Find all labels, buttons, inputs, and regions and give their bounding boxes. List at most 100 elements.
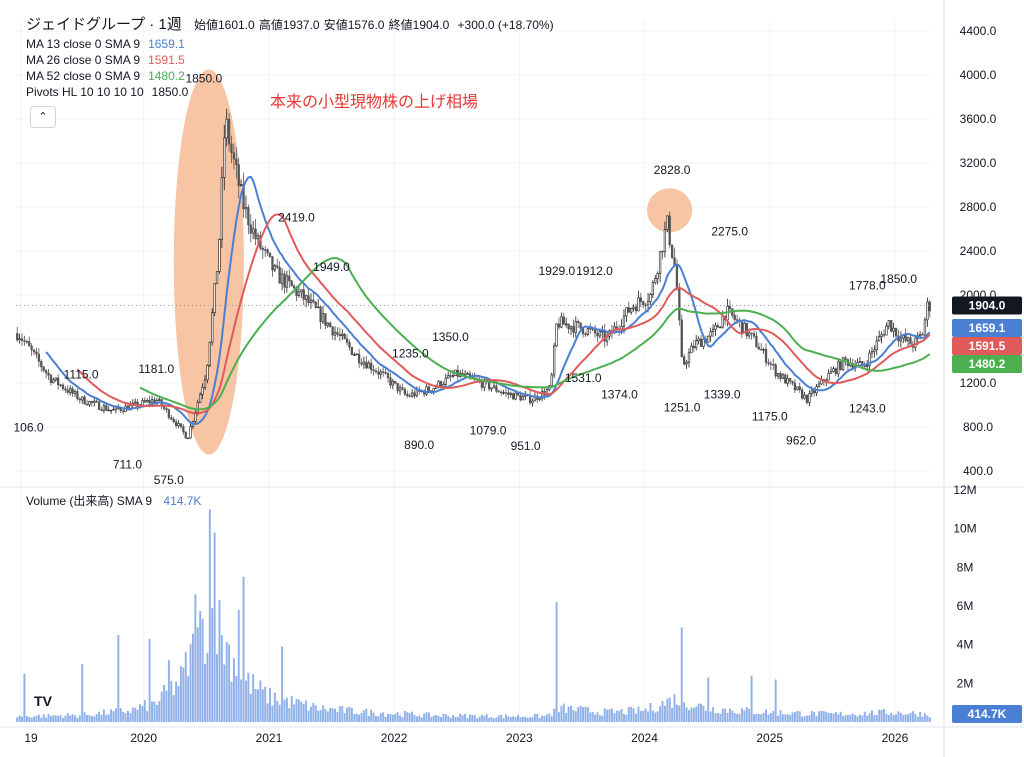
candle-body xyxy=(632,306,635,309)
candle-body xyxy=(249,224,252,234)
ma-badge-1: 1591.5 xyxy=(969,339,1006,353)
candle-body xyxy=(102,405,106,411)
volume-bar xyxy=(666,698,669,722)
volume-bar xyxy=(709,711,712,722)
volume-bar xyxy=(519,717,522,722)
collapse-legend-button[interactable]: ⌃ xyxy=(30,106,56,128)
ohlc-high-label: 高値 xyxy=(258,18,283,32)
candle-body xyxy=(521,396,524,401)
ohlc-high: 1937.0 xyxy=(282,18,320,32)
volume-bar xyxy=(673,694,676,722)
volume-bar xyxy=(370,709,373,722)
legend-pivots[interactable]: Pivots HL 10 10 10 10 1850.0 xyxy=(26,84,554,100)
legend-ma13[interactable]: MA 13 close 0 SMA 9 1659.1 xyxy=(26,36,554,52)
candle-body xyxy=(873,349,876,352)
volume-bar xyxy=(427,712,430,722)
volume-bar xyxy=(228,644,231,722)
volume-bar xyxy=(574,711,577,722)
candle-body xyxy=(30,345,33,351)
volume-bar xyxy=(692,707,695,722)
volume-legend[interactable]: Volume (出来高) SMA 9 414.7K xyxy=(26,492,201,509)
volume-bar xyxy=(579,705,582,722)
volume-bar xyxy=(490,716,493,722)
volume-bar xyxy=(105,714,108,722)
volume-bar xyxy=(33,716,36,722)
volume-bar xyxy=(683,702,686,722)
volume-bar xyxy=(514,717,517,722)
volume-bar xyxy=(387,713,389,722)
candle-body xyxy=(425,386,428,395)
candle-body xyxy=(748,332,751,337)
volume-bar xyxy=(437,715,440,722)
volume-bar xyxy=(545,714,548,722)
volume-bar xyxy=(480,714,483,722)
candle-body xyxy=(678,288,681,321)
volume-bar xyxy=(822,711,825,722)
candle-body xyxy=(213,283,216,314)
candle-body xyxy=(382,371,385,373)
candle-body xyxy=(565,323,568,326)
tradingview-logo[interactable]: TV xyxy=(28,688,58,714)
candle-body xyxy=(776,373,780,377)
volume-bar xyxy=(329,707,332,722)
volume-bar xyxy=(300,701,303,722)
legend-ma26[interactable]: MA 26 close 0 SMA 9 1591.5 xyxy=(26,52,554,68)
candle-body xyxy=(408,395,411,397)
candle-body xyxy=(509,393,512,395)
candle-body xyxy=(692,345,695,349)
candle-body xyxy=(278,266,281,284)
candle-body xyxy=(904,335,907,342)
volume-bar xyxy=(654,712,657,722)
volume-bar xyxy=(565,712,568,722)
volume-bar xyxy=(750,675,753,722)
candle-body xyxy=(398,387,402,392)
volume-bar xyxy=(90,715,93,722)
candle-body xyxy=(403,389,407,395)
candle-body xyxy=(656,273,659,279)
volume-bar xyxy=(23,673,26,722)
volume-tick-label: 2M xyxy=(957,676,974,690)
legend-ma52[interactable]: MA 52 close 0 SMA 9 1480.2 xyxy=(26,68,554,84)
volume-label: Volume (出来高) xyxy=(26,494,114,508)
volume-bar xyxy=(606,709,609,722)
volume-bar xyxy=(627,707,630,722)
volume-axis: 12M 10M 8M 6M 4M 2M xyxy=(953,483,976,690)
volume-bar xyxy=(21,716,23,722)
candle-body xyxy=(579,322,582,329)
candle-body xyxy=(683,356,686,365)
volume-bar xyxy=(702,705,705,722)
candle-body xyxy=(567,323,570,330)
ma-badge-0-bg xyxy=(952,319,1022,337)
volume-bar xyxy=(844,715,847,722)
volume-bar xyxy=(883,709,885,722)
candle-body xyxy=(887,320,890,327)
volume-bar xyxy=(285,697,288,722)
volume-bar xyxy=(615,710,618,722)
volume-bar xyxy=(302,703,305,722)
volume-bar xyxy=(305,700,308,722)
volume-bar xyxy=(644,708,647,722)
candle-body xyxy=(372,369,375,372)
candle-body xyxy=(158,399,161,401)
candle-body xyxy=(391,380,394,386)
volume-bar xyxy=(237,609,240,722)
candle-body xyxy=(466,373,469,375)
volume-bar xyxy=(760,714,763,722)
candle-body xyxy=(909,337,912,345)
candle-body xyxy=(336,331,339,335)
symbol-title[interactable]: ジェイドグループ · 1週 xyxy=(26,16,182,33)
candle-body xyxy=(348,342,351,348)
volume-bar xyxy=(155,704,158,722)
candle-body xyxy=(553,345,556,376)
candle-body xyxy=(755,335,758,348)
volume-bar xyxy=(668,697,671,722)
volume-bar xyxy=(873,715,876,722)
volume-bar xyxy=(892,715,895,722)
candle-body xyxy=(18,338,21,341)
price-tick-label: 2800.0 xyxy=(960,200,997,214)
candle-body xyxy=(35,351,38,355)
candle-body xyxy=(926,301,929,321)
candle-body xyxy=(757,346,760,350)
volume-bar xyxy=(623,713,625,722)
